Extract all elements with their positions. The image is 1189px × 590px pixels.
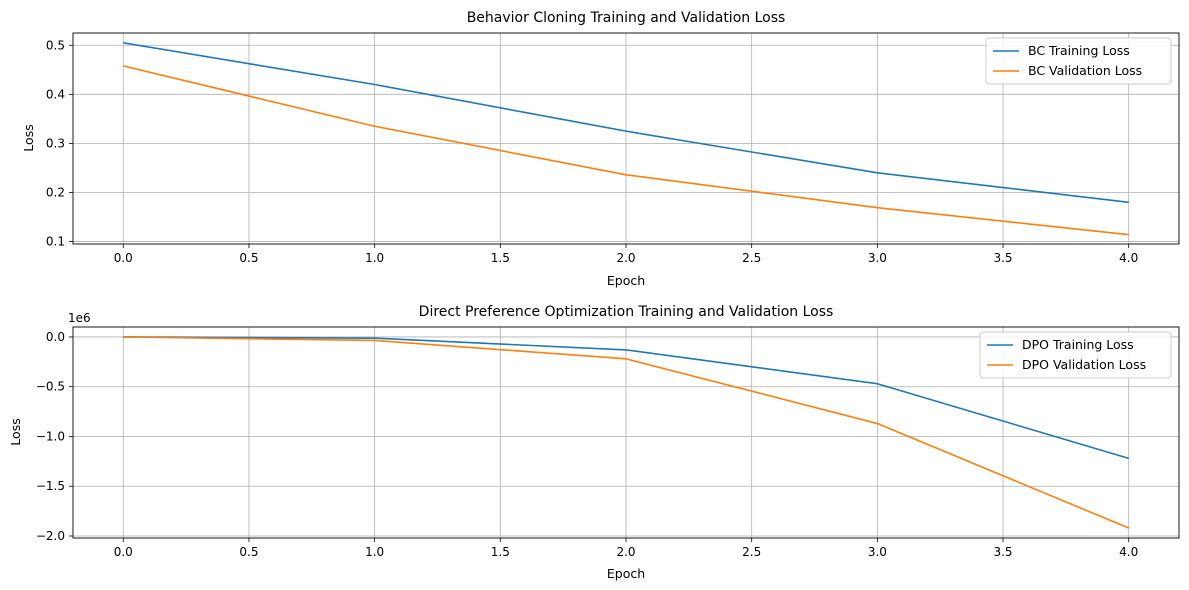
y-tick-label: 0.3	[46, 136, 65, 150]
chart-title: Behavior Cloning Training and Validation…	[467, 10, 786, 26]
x-tick-label: 3.0	[868, 545, 887, 559]
x-tick-label: 4.0	[1119, 251, 1138, 265]
x-tick-label: 3.5	[993, 545, 1012, 559]
x-tick-label: 1.0	[365, 251, 384, 265]
x-tick-label: 0.5	[239, 251, 258, 265]
y-tick-label: 0.2	[46, 185, 65, 199]
x-axis-label: Epoch	[607, 273, 645, 288]
x-axis-label: Epoch	[607, 566, 645, 581]
bc-loss-chart: Behavior Cloning Training and Validation…	[21, 10, 1180, 288]
x-tick-label: 3.5	[993, 251, 1012, 265]
y-tick-label: 0.5	[46, 38, 65, 52]
series-line-1	[123, 65, 1129, 236]
y-axis-label: Loss	[21, 124, 36, 151]
legend-label: BC Validation Loss	[1028, 63, 1142, 78]
legend: BC Training Loss BC Validation Loss	[985, 37, 1172, 85]
series-line-1	[123, 336, 1130, 529]
y-axis-label: Loss	[8, 418, 23, 445]
chart-title: Direct Preference Optimization Training …	[419, 304, 834, 320]
x-tick-label: 1.0	[365, 545, 384, 559]
y-tick-label: −2.0	[36, 529, 65, 543]
x-tick-label: 0.0	[114, 545, 133, 559]
dpo-loss-chart: Direct Preference Optimization Training …	[8, 304, 1180, 581]
y-axis-offset-text: 1e6	[68, 311, 91, 325]
y-tick-label: −1.5	[36, 479, 65, 493]
y-tick-label: 0.4	[46, 87, 65, 101]
x-tick-label: 0.5	[239, 545, 258, 559]
x-tick-label: 1.5	[491, 545, 510, 559]
x-tick-label: 2.0	[616, 251, 635, 265]
y-tick-label: −0.5	[36, 380, 65, 394]
x-tick-label: 1.5	[491, 251, 510, 265]
series-line-0	[123, 336, 1129, 460]
x-tick-label: 2.5	[742, 545, 761, 559]
x-tick-label: 2.5	[742, 251, 761, 265]
legend-label: BC Training Loss	[1028, 43, 1130, 58]
x-tick-label: 2.0	[616, 545, 635, 559]
x-tick-label: 0.0	[114, 251, 133, 265]
legend-label: DPO Training Loss	[1022, 337, 1134, 352]
legend-box	[979, 331, 1172, 379]
series-line-0	[123, 42, 1129, 204]
y-tick-label: 0.0	[46, 330, 65, 344]
grid	[73, 327, 1179, 538]
legend: DPO Training Loss DPO Validation Loss	[979, 331, 1172, 379]
legend-label: DPO Validation Loss	[1022, 357, 1146, 372]
x-tick-label: 3.0	[868, 251, 887, 265]
y-tick-label: 0.1	[46, 235, 65, 249]
legend-box	[985, 37, 1172, 85]
y-tick-label: −1.0	[36, 429, 65, 443]
x-tick-label: 4.0	[1119, 545, 1138, 559]
